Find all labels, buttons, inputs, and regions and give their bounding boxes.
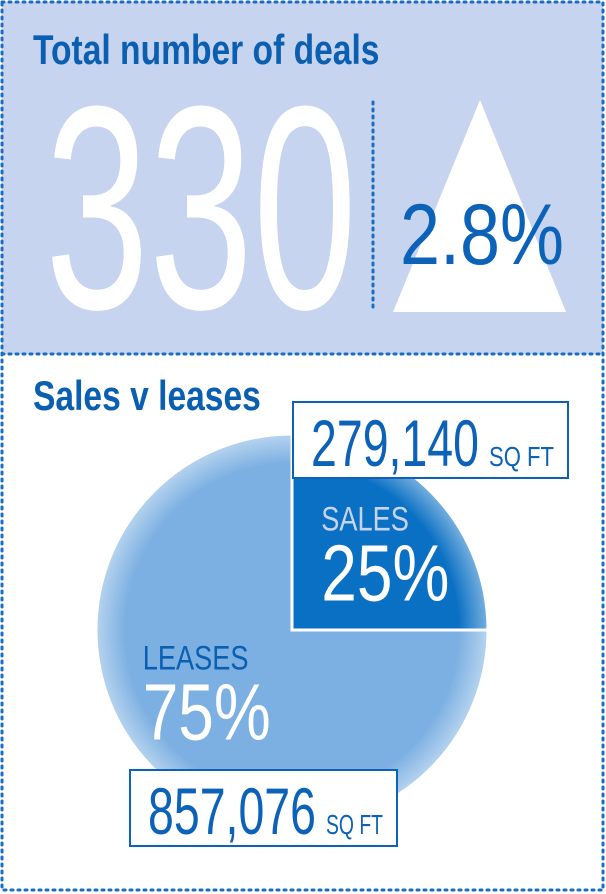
up-triangle	[393, 100, 566, 312]
area-unit: SQ FT	[326, 809, 383, 840]
slice-name: LEASES	[143, 638, 249, 677]
slice-percent: 75%	[143, 668, 271, 757]
area-value: 857,076	[148, 774, 316, 848]
slice-percent: 25%	[321, 529, 449, 618]
pie-title: Sales v leases	[33, 374, 261, 420]
area-value: 279,140	[311, 406, 479, 480]
deals-title: Total number of deals	[33, 28, 379, 74]
area-box	[129, 769, 398, 847]
slice-name: SALES	[321, 500, 409, 539]
area-unit: SQ FT	[489, 441, 554, 472]
area-box	[292, 401, 569, 479]
deals-change: 2.8%	[400, 187, 564, 283]
pie-glow	[96, 434, 488, 826]
deals-count: 330	[45, 46, 357, 370]
